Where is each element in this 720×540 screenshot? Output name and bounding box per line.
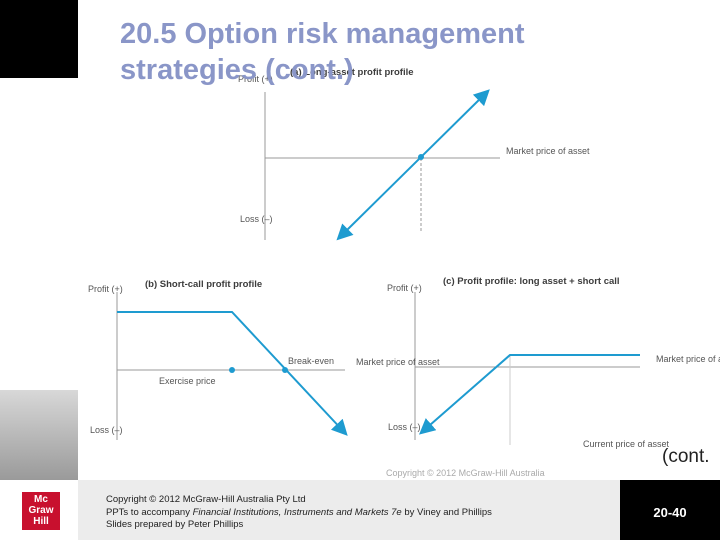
profit-label: Profit (+) xyxy=(238,74,273,84)
profit-label: Profit (+) xyxy=(387,283,422,293)
logo: Mc Graw Hill xyxy=(22,492,60,530)
footer-text: PPTs to accompany xyxy=(106,507,193,518)
image-copyright: Copyright © 2012 McGraw-Hill Australia xyxy=(386,468,545,478)
axis-label: Market price of asset xyxy=(356,357,440,367)
loss-label: Loss (–) xyxy=(240,214,273,224)
loss-label: Loss (–) xyxy=(90,425,123,435)
footer-text: by Viney and Phillips xyxy=(401,507,492,518)
panel-title: (c) Profit profile: long asset + short c… xyxy=(443,276,620,287)
logo-text: Hill xyxy=(33,516,49,527)
loss-label: Loss (–) xyxy=(388,422,421,432)
footer-line: Copyright © 2012 McGraw-Hill Australia P… xyxy=(106,494,306,505)
slide-title: 20.5 Option risk management strategies (… xyxy=(120,18,525,86)
exercise-label: Exercise price xyxy=(159,376,216,386)
diagrams: (a) Long-asset profit profile Profit (+)… xyxy=(88,67,720,478)
logo-text: Graw xyxy=(28,505,54,516)
footer-line: PPTs to accompany Financial Institutions… xyxy=(106,507,492,518)
axis-label: Market price of asset xyxy=(506,146,590,156)
building-image xyxy=(0,390,78,480)
footer: Copyright © 2012 McGraw-Hill Australia P… xyxy=(78,480,620,540)
footer-book: Financial Institutions, Instruments and … xyxy=(192,507,402,518)
current-label: Current price of asset xyxy=(583,439,670,449)
corner-block xyxy=(0,0,78,78)
footer-line: Slides prepared by Peter Phillips xyxy=(106,519,244,530)
profit-label: Profit (+) xyxy=(88,284,123,294)
panel-title: (b) Short-call profit profile xyxy=(145,279,262,290)
cont-label: (cont. xyxy=(662,446,710,467)
panel-title: (a) Long-asset profit profile xyxy=(290,67,414,78)
breakeven-label: Break-even xyxy=(288,356,334,366)
axis-label: Market price of asset xyxy=(656,354,720,364)
logo-text: Mc xyxy=(34,494,48,505)
page-number: 20-40 xyxy=(620,480,720,540)
